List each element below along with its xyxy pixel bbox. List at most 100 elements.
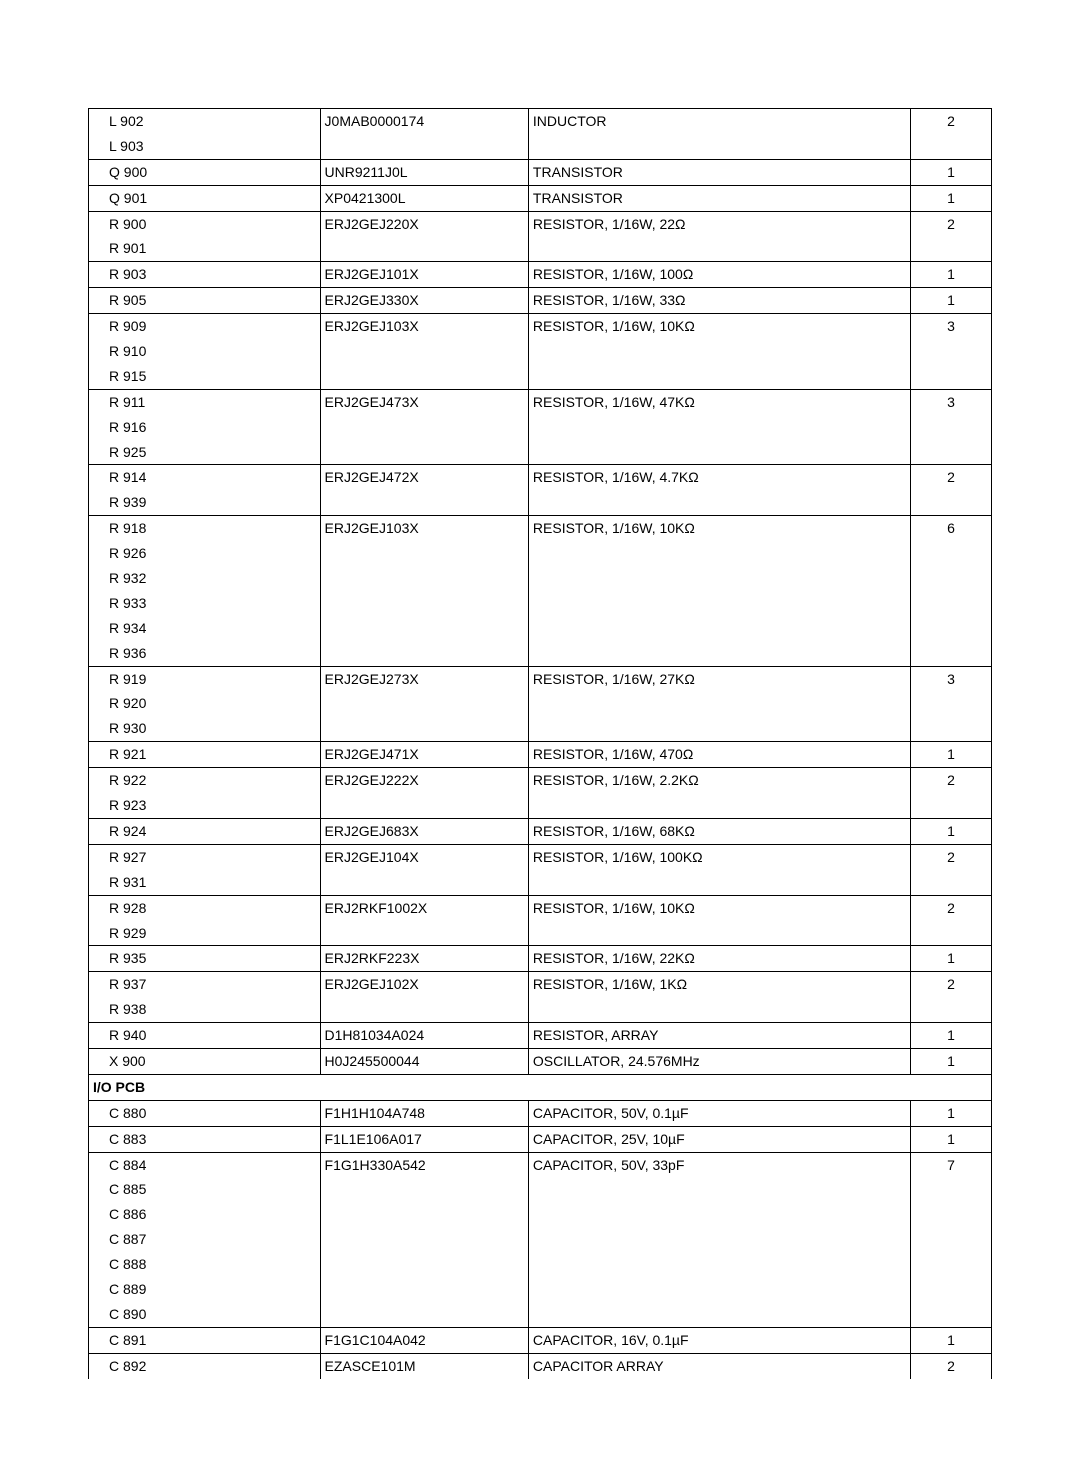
part-number: ERJ2GEJ683X bbox=[320, 818, 528, 844]
table-row: R 939 bbox=[89, 490, 992, 515]
part-number bbox=[320, 716, 528, 741]
ref-designator: R 905 bbox=[89, 288, 321, 314]
part-number bbox=[320, 641, 528, 666]
quantity: 2 bbox=[910, 109, 991, 134]
description bbox=[528, 541, 910, 566]
part-number: J0MAB0000174 bbox=[320, 109, 528, 134]
description bbox=[528, 566, 910, 591]
quantity bbox=[910, 1302, 991, 1327]
table-row: R 931 bbox=[89, 870, 992, 895]
part-number bbox=[320, 616, 528, 641]
description: TRANSISTOR bbox=[528, 159, 910, 185]
part-number bbox=[320, 591, 528, 616]
part-number bbox=[320, 870, 528, 895]
part-number: F1H1H104A748 bbox=[320, 1100, 528, 1126]
description: RESISTOR, 1/16W, 470Ω bbox=[528, 742, 910, 768]
ref-designator: R 938 bbox=[89, 997, 321, 1022]
ref-designator: R 940 bbox=[89, 1023, 321, 1049]
description: RESISTOR, 1/16W, 68KΩ bbox=[528, 818, 910, 844]
table-row: R 925 bbox=[89, 440, 992, 465]
quantity bbox=[910, 236, 991, 261]
part-number: ERJ2GEJ103X bbox=[320, 314, 528, 339]
table-row: R 927ERJ2GEJ104XRESISTOR, 1/16W, 100KΩ2 bbox=[89, 844, 992, 869]
part-number: F1L1E106A017 bbox=[320, 1126, 528, 1152]
ref-designator: R 934 bbox=[89, 616, 321, 641]
part-number: ERJ2RKF1002X bbox=[320, 895, 528, 920]
part-number bbox=[320, 793, 528, 818]
table-row: C 892EZASCE101MCAPACITOR ARRAY2 bbox=[89, 1353, 992, 1378]
description bbox=[528, 1202, 910, 1227]
description bbox=[528, 793, 910, 818]
quantity: 2 bbox=[910, 972, 991, 997]
ref-designator: R 900 bbox=[89, 211, 321, 236]
table-row: C 887 bbox=[89, 1227, 992, 1252]
ref-designator: C 883 bbox=[89, 1126, 321, 1152]
part-number: H0J245500044 bbox=[320, 1048, 528, 1074]
ref-designator: R 923 bbox=[89, 793, 321, 818]
table-row: R 918ERJ2GEJ103XRESISTOR, 1/16W, 10KΩ6 bbox=[89, 516, 992, 541]
description bbox=[528, 236, 910, 261]
ref-designator: R 924 bbox=[89, 818, 321, 844]
ref-designator: R 916 bbox=[89, 415, 321, 440]
ref-designator: R 939 bbox=[89, 490, 321, 515]
ref-designator: C 884 bbox=[89, 1152, 321, 1177]
table-row: R 911ERJ2GEJ473XRESISTOR, 1/16W, 47KΩ3 bbox=[89, 389, 992, 414]
description bbox=[528, 440, 910, 465]
part-number bbox=[320, 236, 528, 261]
table-row: R 900ERJ2GEJ220XRESISTOR, 1/16W, 22Ω2 bbox=[89, 211, 992, 236]
quantity bbox=[910, 1277, 991, 1302]
part-number bbox=[320, 440, 528, 465]
ref-designator: C 885 bbox=[89, 1177, 321, 1202]
quantity: 2 bbox=[910, 895, 991, 920]
quantity: 1 bbox=[910, 288, 991, 314]
table-row: R 909ERJ2GEJ103XRESISTOR, 1/16W, 10KΩ3 bbox=[89, 314, 992, 339]
quantity bbox=[910, 1177, 991, 1202]
table-row: R 934 bbox=[89, 616, 992, 641]
part-number bbox=[320, 921, 528, 946]
description bbox=[528, 616, 910, 641]
description: RESISTOR, 1/16W, 100KΩ bbox=[528, 844, 910, 869]
quantity bbox=[910, 364, 991, 389]
ref-designator: C 890 bbox=[89, 1302, 321, 1327]
ref-designator: X 900 bbox=[89, 1048, 321, 1074]
bom-table: L 902J0MAB0000174INDUCTOR2L 903Q 900UNR9… bbox=[88, 108, 992, 1379]
description bbox=[528, 134, 910, 159]
quantity bbox=[910, 339, 991, 364]
part-number bbox=[320, 997, 528, 1022]
part-number bbox=[320, 566, 528, 591]
ref-designator: R 931 bbox=[89, 870, 321, 895]
quantity bbox=[910, 997, 991, 1022]
table-row: Q 900UNR9211J0LTRANSISTOR1 bbox=[89, 159, 992, 185]
part-number: D1H81034A024 bbox=[320, 1023, 528, 1049]
description bbox=[528, 1302, 910, 1327]
quantity: 1 bbox=[910, 1327, 991, 1353]
ref-designator: R 919 bbox=[89, 666, 321, 691]
part-number: XP0421300L bbox=[320, 185, 528, 211]
quantity: 1 bbox=[910, 159, 991, 185]
description bbox=[528, 641, 910, 666]
description: RESISTOR, 1/16W, 10KΩ bbox=[528, 516, 910, 541]
table-row: R 923 bbox=[89, 793, 992, 818]
table-row: R 930 bbox=[89, 716, 992, 741]
table-row: R 937ERJ2GEJ102XRESISTOR, 1/16W, 1KΩ2 bbox=[89, 972, 992, 997]
ref-designator: R 932 bbox=[89, 566, 321, 591]
quantity: 1 bbox=[910, 185, 991, 211]
ref-designator: R 918 bbox=[89, 516, 321, 541]
table-row: C 891F1G1C104A042CAPACITOR, 16V, 0.1µF1 bbox=[89, 1327, 992, 1353]
quantity bbox=[910, 691, 991, 716]
description bbox=[528, 364, 910, 389]
table-row: R 926 bbox=[89, 541, 992, 566]
ref-designator: R 929 bbox=[89, 921, 321, 946]
description: RESISTOR, 1/16W, 10KΩ bbox=[528, 895, 910, 920]
part-number: EZASCE101M bbox=[320, 1353, 528, 1378]
description: INDUCTOR bbox=[528, 109, 910, 134]
description: RESISTOR, 1/16W, 1KΩ bbox=[528, 972, 910, 997]
part-number: ERJ2GEJ273X bbox=[320, 666, 528, 691]
part-number: ERJ2GEJ330X bbox=[320, 288, 528, 314]
description bbox=[528, 1252, 910, 1277]
table-row: R 903ERJ2GEJ101XRESISTOR, 1/16W, 100Ω1 bbox=[89, 262, 992, 288]
quantity: 1 bbox=[910, 818, 991, 844]
ref-designator: C 886 bbox=[89, 1202, 321, 1227]
table-row: C 880F1H1H104A748CAPACITOR, 50V, 0.1µF1 bbox=[89, 1100, 992, 1126]
description: RESISTOR, 1/16W, 47KΩ bbox=[528, 389, 910, 414]
